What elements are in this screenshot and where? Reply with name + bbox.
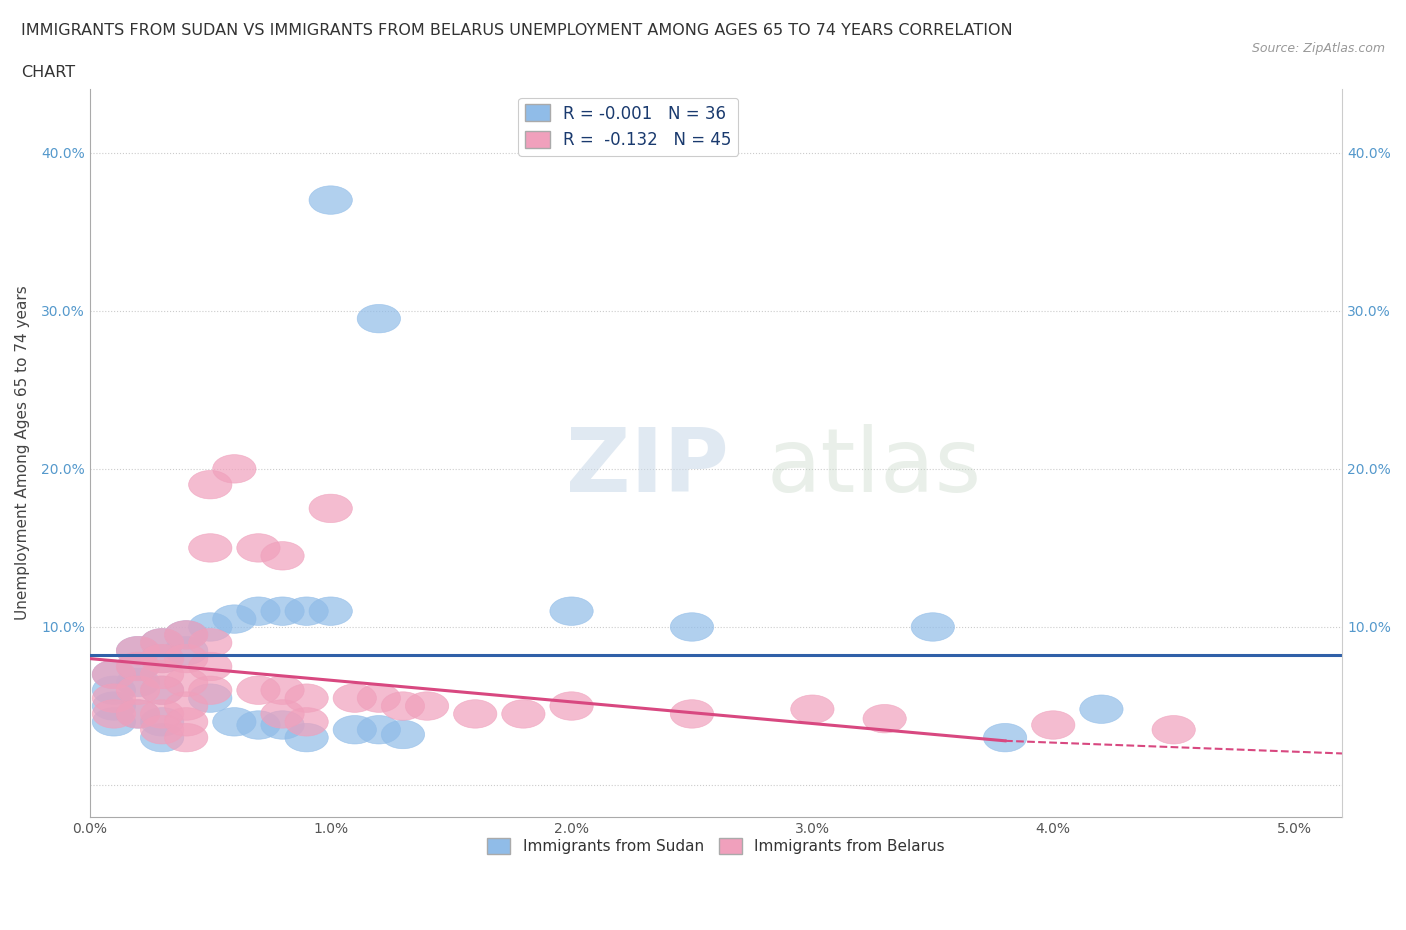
Ellipse shape (550, 692, 593, 720)
Ellipse shape (212, 604, 256, 633)
Legend: Immigrants from Sudan, Immigrants from Belarus: Immigrants from Sudan, Immigrants from B… (481, 831, 950, 860)
Ellipse shape (1080, 695, 1123, 724)
Ellipse shape (285, 597, 328, 625)
Ellipse shape (333, 684, 377, 712)
Ellipse shape (1152, 715, 1195, 744)
Ellipse shape (262, 597, 304, 625)
Ellipse shape (188, 684, 232, 712)
Ellipse shape (117, 636, 160, 665)
Ellipse shape (165, 724, 208, 751)
Ellipse shape (165, 620, 208, 649)
Ellipse shape (141, 724, 184, 751)
Ellipse shape (333, 715, 377, 744)
Ellipse shape (165, 644, 208, 672)
Ellipse shape (117, 652, 160, 681)
Ellipse shape (357, 304, 401, 333)
Ellipse shape (117, 699, 160, 728)
Ellipse shape (165, 708, 208, 736)
Ellipse shape (141, 699, 184, 728)
Ellipse shape (405, 692, 449, 720)
Ellipse shape (165, 620, 208, 649)
Ellipse shape (262, 676, 304, 704)
Ellipse shape (262, 541, 304, 570)
Ellipse shape (309, 597, 353, 625)
Ellipse shape (212, 708, 256, 736)
Ellipse shape (671, 613, 714, 641)
Ellipse shape (117, 636, 160, 665)
Ellipse shape (188, 652, 232, 681)
Ellipse shape (141, 676, 184, 704)
Ellipse shape (285, 724, 328, 751)
Y-axis label: Unemployment Among Ages 65 to 74 years: Unemployment Among Ages 65 to 74 years (15, 286, 30, 620)
Ellipse shape (141, 644, 184, 672)
Ellipse shape (141, 629, 184, 657)
Ellipse shape (381, 720, 425, 749)
Ellipse shape (93, 684, 135, 712)
Ellipse shape (550, 597, 593, 625)
Ellipse shape (188, 613, 232, 641)
Ellipse shape (141, 708, 184, 736)
Ellipse shape (141, 629, 184, 657)
Ellipse shape (262, 711, 304, 739)
Ellipse shape (236, 676, 280, 704)
Ellipse shape (165, 692, 208, 720)
Text: Source: ZipAtlas.com: Source: ZipAtlas.com (1251, 42, 1385, 55)
Ellipse shape (671, 699, 714, 728)
Ellipse shape (357, 684, 401, 712)
Ellipse shape (911, 613, 955, 641)
Ellipse shape (790, 695, 834, 724)
Ellipse shape (454, 699, 496, 728)
Text: ZIP: ZIP (565, 424, 728, 512)
Ellipse shape (165, 636, 208, 665)
Ellipse shape (236, 597, 280, 625)
Ellipse shape (141, 660, 184, 688)
Ellipse shape (236, 711, 280, 739)
Ellipse shape (863, 704, 907, 733)
Ellipse shape (117, 699, 160, 728)
Ellipse shape (141, 676, 184, 704)
Ellipse shape (381, 692, 425, 720)
Ellipse shape (262, 699, 304, 728)
Ellipse shape (285, 684, 328, 712)
Ellipse shape (188, 534, 232, 562)
Ellipse shape (165, 668, 208, 697)
Ellipse shape (236, 534, 280, 562)
Ellipse shape (188, 471, 232, 498)
Ellipse shape (117, 668, 160, 697)
Ellipse shape (93, 708, 135, 736)
Ellipse shape (141, 644, 184, 672)
Ellipse shape (1032, 711, 1076, 739)
Ellipse shape (285, 708, 328, 736)
Ellipse shape (309, 186, 353, 214)
Text: IMMIGRANTS FROM SUDAN VS IMMIGRANTS FROM BELARUS UNEMPLOYMENT AMONG AGES 65 TO 7: IMMIGRANTS FROM SUDAN VS IMMIGRANTS FROM… (21, 23, 1012, 38)
Ellipse shape (983, 724, 1026, 751)
Ellipse shape (93, 692, 135, 720)
Ellipse shape (309, 494, 353, 523)
Ellipse shape (502, 699, 546, 728)
Ellipse shape (212, 455, 256, 483)
Ellipse shape (188, 629, 232, 657)
Ellipse shape (93, 676, 135, 704)
Ellipse shape (93, 699, 135, 728)
Ellipse shape (93, 660, 135, 688)
Ellipse shape (141, 715, 184, 744)
Ellipse shape (117, 652, 160, 681)
Text: CHART: CHART (21, 65, 75, 80)
Ellipse shape (357, 715, 401, 744)
Ellipse shape (117, 676, 160, 704)
Ellipse shape (188, 676, 232, 704)
Ellipse shape (93, 660, 135, 688)
Text: atlas: atlas (766, 424, 981, 512)
